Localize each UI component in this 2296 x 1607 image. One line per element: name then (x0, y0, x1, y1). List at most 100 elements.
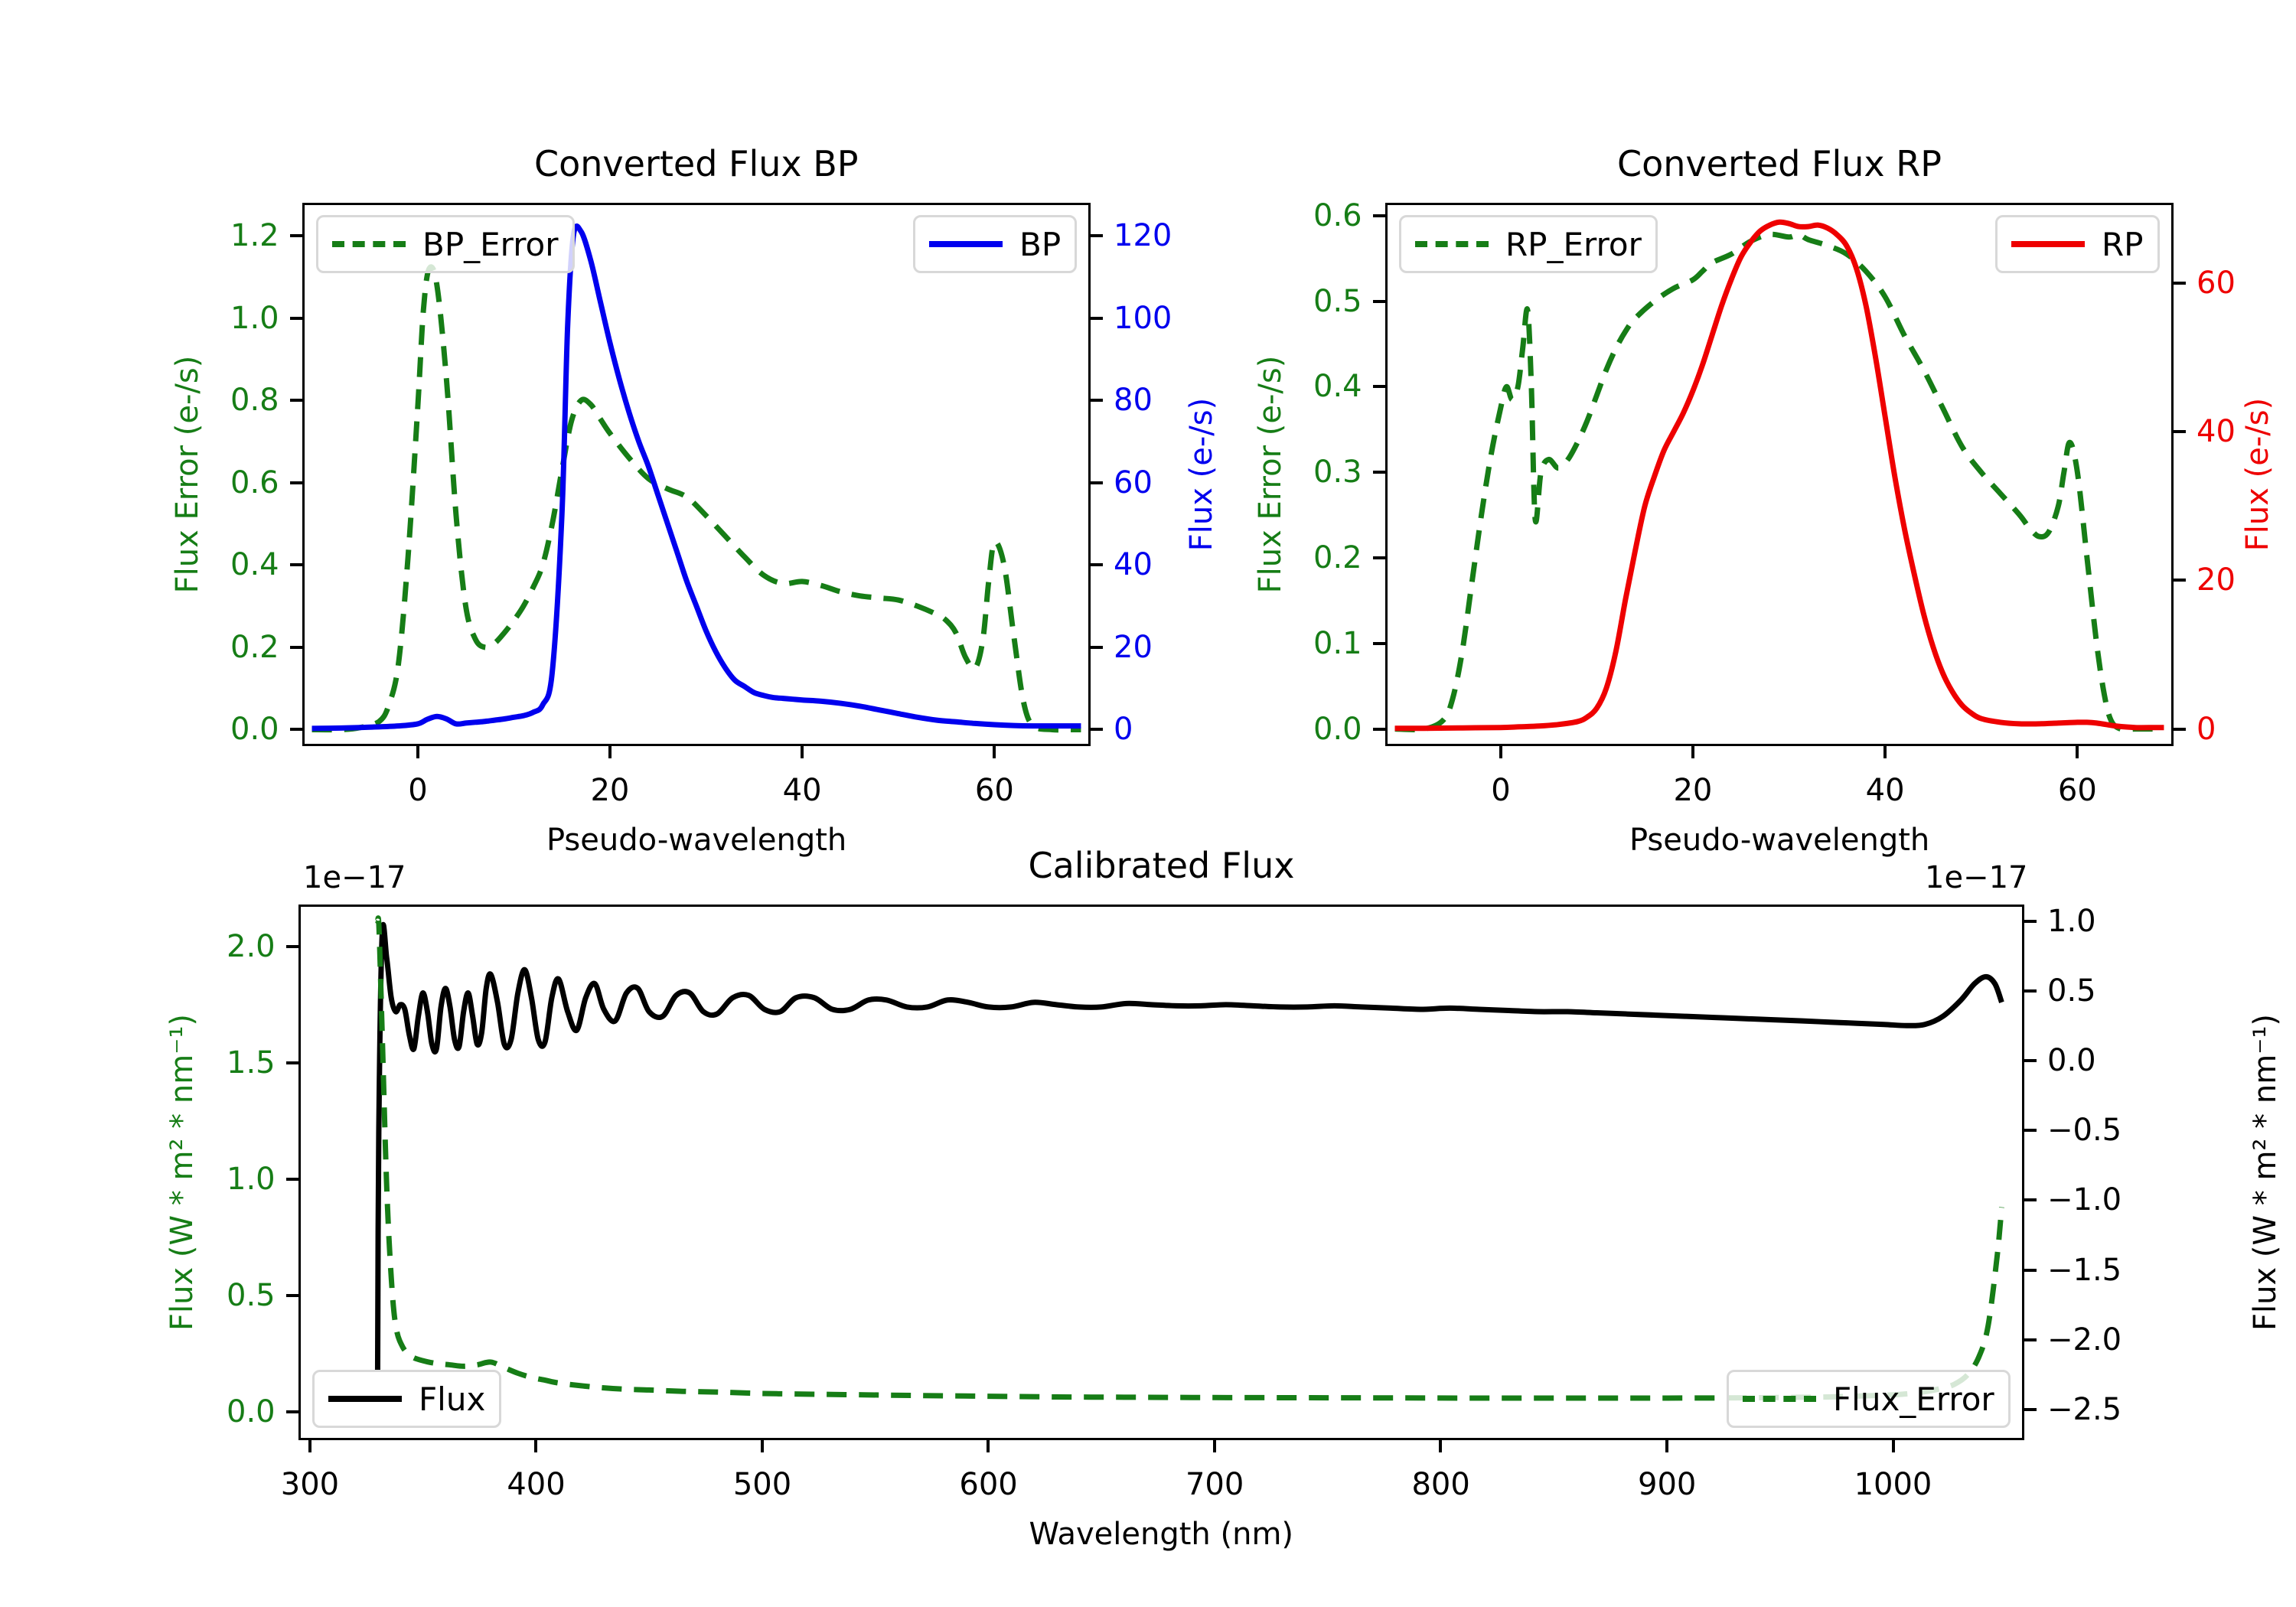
tick-label: 0.3 (1313, 455, 1362, 491)
tick-mark (290, 399, 302, 403)
tick-label: 0 (1491, 773, 1511, 808)
calibrated-axes-frame (298, 905, 2024, 1440)
tick-mark (1373, 641, 1385, 645)
tick-mark (2024, 1338, 2037, 1341)
tick-mark (534, 1440, 538, 1452)
tick-mark (290, 481, 302, 484)
tick-mark (987, 1440, 990, 1452)
tick-mark (290, 234, 302, 238)
tick-label: 20 (2197, 562, 2236, 598)
tick-mark (2024, 1129, 2037, 1133)
tick-label: 0.4 (1313, 369, 1362, 405)
bp-flux-line-swatch (929, 241, 1003, 247)
tick-mark (2174, 579, 2186, 582)
tick-label: 1.5 (227, 1045, 276, 1081)
tick-mark (2076, 746, 2079, 758)
rp-legend-error[interactable]: RP_Error (1399, 215, 1658, 273)
tick-mark (1883, 746, 1887, 758)
tick-mark (1373, 471, 1385, 474)
tick-label: 0.4 (230, 547, 279, 583)
calibrated-x-axis-label: Wavelength (nm) (1029, 1517, 1294, 1552)
tick-label: −1.0 (2047, 1182, 2122, 1218)
tick-mark (1091, 399, 1103, 403)
tick-mark (2024, 1198, 2037, 1202)
tick-mark (1373, 385, 1385, 389)
tick-label: −2.5 (2047, 1391, 2122, 1427)
rp-error-line-swatch (1415, 241, 1489, 247)
tick-mark (286, 1061, 298, 1064)
calibrated-offset-left: 1e−17 (303, 860, 406, 895)
tick-mark (1091, 728, 1103, 732)
tick-mark (1373, 299, 1385, 303)
tick-label: 60 (1114, 464, 1153, 500)
tick-mark (286, 1410, 298, 1414)
tick-label: 0.2 (230, 629, 279, 665)
tick-label: 120 (1114, 218, 1172, 254)
tick-mark (1891, 1440, 1895, 1452)
tick-label: 1.0 (227, 1162, 276, 1198)
calibrated-legend-flux-error[interactable]: Flux_Error (1727, 1370, 2011, 1428)
series-bp (311, 223, 1081, 732)
tick-mark (286, 1294, 298, 1298)
tick-mark (2024, 919, 2037, 923)
tick-label: 0.8 (230, 383, 279, 419)
bp-legend-flux[interactable]: BP (913, 215, 1078, 273)
tick-label: 0.1 (1313, 625, 1362, 661)
bp-legend-error[interactable]: BP_Error (316, 215, 575, 273)
tick-mark (1091, 563, 1103, 567)
tick-mark (801, 746, 804, 758)
rp-legend-flux-label: RP (2102, 225, 2144, 263)
tick-mark (2024, 1407, 2037, 1411)
tick-mark (290, 645, 302, 649)
calibrated-y-axis-label-left: Flux (W * m² * nm⁻¹) (164, 1014, 200, 1331)
tick-mark (2174, 727, 2186, 731)
tick-label: 400 (507, 1467, 566, 1502)
tick-label: 0 (408, 773, 428, 808)
tick-label: −0.5 (2047, 1113, 2122, 1149)
tick-mark (993, 746, 996, 758)
tick-mark (1091, 481, 1103, 484)
calibrated-flux-line-swatch (328, 1396, 402, 1402)
tick-mark (1373, 727, 1385, 731)
calibrated-legend-flux[interactable]: Flux (312, 1370, 502, 1428)
tick-label: 600 (959, 1467, 1018, 1502)
tick-label: 1.2 (230, 218, 279, 254)
tick-label: 0.0 (227, 1394, 276, 1430)
tick-mark (416, 746, 419, 758)
tick-label: 1000 (1854, 1467, 1932, 1502)
tick-mark (1091, 234, 1103, 238)
tick-label: 60 (2057, 773, 2097, 808)
tick-mark (2174, 281, 2186, 285)
tick-mark (2024, 1268, 2037, 1272)
tick-mark (1439, 1440, 1443, 1452)
tick-label: −1.5 (2047, 1252, 2122, 1288)
tick-mark (1373, 214, 1385, 217)
bp-axes-frame (302, 203, 1091, 746)
tick-label: 900 (1638, 1467, 1697, 1502)
tick-label: 0.5 (1313, 283, 1362, 319)
tick-mark (1373, 556, 1385, 560)
tick-label: 1.0 (230, 300, 279, 336)
tick-label: 0.5 (227, 1278, 276, 1314)
rp-flux-line-swatch (2011, 241, 2085, 247)
tick-mark (308, 1440, 311, 1452)
tick-label: 0.5 (2047, 973, 2096, 1009)
tick-mark (290, 728, 302, 732)
calibrated-legend-flux-label: Flux (419, 1380, 486, 1418)
tick-label: 0.0 (230, 712, 279, 748)
tick-label: 40 (1114, 547, 1153, 583)
tick-mark (1691, 746, 1694, 758)
tick-mark (760, 1440, 764, 1452)
tick-label: 80 (1114, 383, 1153, 419)
tick-label: 1.0 (2047, 903, 2096, 939)
tick-label: 0.6 (1313, 197, 1362, 233)
rp-legend-flux[interactable]: RP (1995, 215, 2160, 273)
tick-mark (290, 563, 302, 567)
tick-mark (2174, 430, 2186, 434)
tick-label: 0.0 (1313, 711, 1362, 747)
tick-label: 2.0 (227, 928, 276, 964)
rp-axes-frame (1385, 203, 2174, 746)
tick-mark (2024, 1059, 2037, 1063)
